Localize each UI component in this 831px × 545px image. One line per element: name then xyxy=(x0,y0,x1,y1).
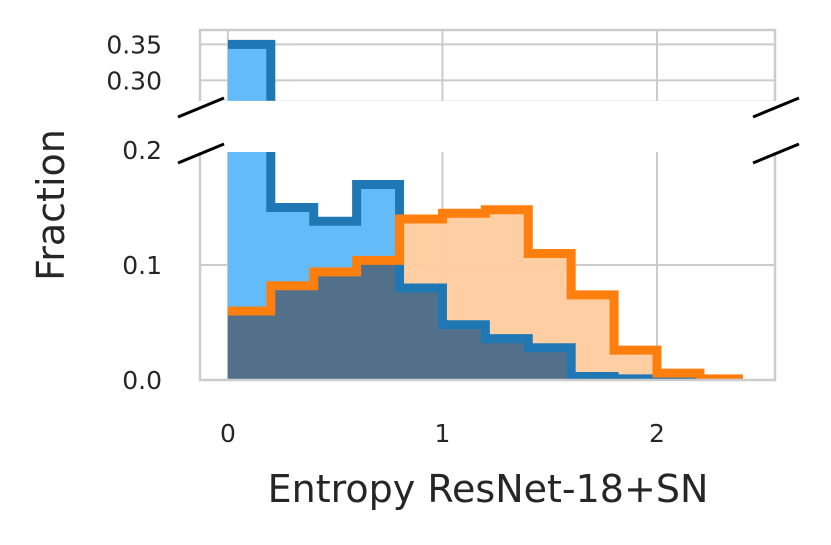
upper-series-1-fill xyxy=(227,44,271,102)
y-tick-labels: 0.30 0.35 0.0 0.1 0.2 xyxy=(106,30,162,395)
x-tick-labels: 0 1 2 xyxy=(220,419,665,448)
upper-y-tick-label: 0.30 xyxy=(106,66,162,95)
upper-panel-grid xyxy=(200,30,775,102)
break-mark xyxy=(177,142,225,165)
upper-y-tick-label: 0.35 xyxy=(106,30,162,59)
x-tick-label: 2 xyxy=(649,419,665,448)
lower-y-tick-label: 0.1 xyxy=(122,251,162,280)
axes-frames xyxy=(197,28,778,382)
x-axis-label: Entropy ResNet-18+SN xyxy=(268,467,709,511)
upper-panel-frame xyxy=(198,28,777,104)
x-tick-label: 0 xyxy=(220,419,236,448)
upper-panel-histograms xyxy=(227,39,276,102)
lower-frame-top-mask xyxy=(197,148,778,152)
lower-panel-histograms xyxy=(227,150,743,380)
lower-overlap-fill xyxy=(227,260,743,380)
lower-series-2-outline xyxy=(227,205,743,380)
lower-y-tick-label: 0.0 xyxy=(122,366,162,395)
upper-frame-bottom-mask xyxy=(197,101,778,105)
break-mark xyxy=(177,96,225,119)
lower-y-tick-label: 0.2 xyxy=(122,136,162,165)
axis-break-marks xyxy=(177,96,800,165)
x-tick-label: 1 xyxy=(434,419,450,448)
break-mark xyxy=(752,142,800,165)
y-axis-label: Fraction xyxy=(29,129,73,281)
break-mark xyxy=(752,96,800,119)
